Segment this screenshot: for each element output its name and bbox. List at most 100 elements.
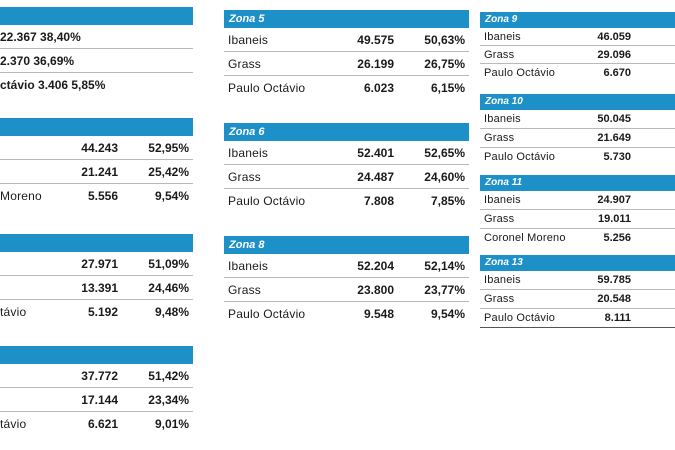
table-row: Ibaneis 49.575 50,63% xyxy=(224,28,469,52)
table-row: Paulo Octávio 9.548 9,54% xyxy=(224,302,469,325)
zone-title: Zona 9 xyxy=(480,12,675,28)
candidate-name: Paulo Octávio xyxy=(228,80,306,95)
vote-percent: 26,75% xyxy=(424,56,465,71)
zone-9: Zona 9 Ibaneis 46.059 Grass 29.096 Paulo… xyxy=(480,12,675,81)
zone-header xyxy=(0,346,193,364)
zone-8: Zona 8 Ibaneis 52.204 52,14% Grass 23.80… xyxy=(224,236,469,325)
candidate-name: Paulo Octávio xyxy=(484,151,556,163)
vote-count: 27.971 xyxy=(81,256,118,271)
candidate-name: Grass xyxy=(484,132,515,144)
vote-percent: 23,34% xyxy=(148,392,189,407)
candidate-name: távio xyxy=(0,416,27,431)
vote-count: 21.649 xyxy=(597,132,631,144)
vote-count: 37.772 xyxy=(81,368,118,383)
vote-percent: 9,01% xyxy=(154,416,189,431)
vote-count: 19.011 xyxy=(597,213,631,225)
vote-percent: 51,09% xyxy=(148,256,189,271)
vote-count: 7.808 xyxy=(363,193,394,208)
row-text: ctávio 3.406 5,85% xyxy=(0,77,106,92)
table-row: Ibaneis 59.785 xyxy=(480,271,675,290)
table-row: 21.241 25,42% xyxy=(0,160,193,184)
candidate-name: Paulo Octávio xyxy=(484,312,556,324)
vote-percent: 9,48% xyxy=(154,304,189,319)
table-row: Ibaneis 46.059 xyxy=(480,28,675,46)
table-row: Grass 20.548 xyxy=(480,290,675,309)
vote-count: 8.111 xyxy=(604,312,631,324)
vote-count: 5.256 xyxy=(603,232,631,244)
zone-header xyxy=(0,118,193,136)
table-row: Grass 26.199 26,75% xyxy=(224,52,469,76)
row-text: 2.370 36,69% xyxy=(0,53,75,68)
vote-count: 6.621 xyxy=(87,416,118,431)
vote-count: 21.241 xyxy=(81,164,118,179)
zone-left-3: 27.971 51,09% 13.391 24,46% távio 5.192 … xyxy=(0,234,193,323)
table-row: ctávio 3.406 5,85% xyxy=(0,73,193,96)
table-row: Grass 21.649 xyxy=(480,129,675,148)
zone-left-4: 37.772 51,42% 17.144 23,34% távio 6.621 … xyxy=(0,346,193,435)
table-row: Paulo Octávio 5.730 xyxy=(480,148,675,166)
table-row: Grass 24.487 24,60% xyxy=(224,165,469,189)
vote-percent: 25,42% xyxy=(148,164,189,179)
candidate-name: Ibaneis xyxy=(228,258,269,273)
vote-count: 13.391 xyxy=(81,280,118,295)
table-row: Grass 23.800 23,77% xyxy=(224,278,469,302)
table-row: Ibaneis 50.045 xyxy=(480,110,675,129)
vote-count: 50.045 xyxy=(597,113,631,125)
vote-count: 17.144 xyxy=(81,392,118,407)
table-row: 17.144 23,34% xyxy=(0,388,193,412)
table-row: 44.243 52,95% xyxy=(0,136,193,160)
zone-title: Zona 6 xyxy=(224,123,469,141)
candidate-name: Grass xyxy=(228,56,262,71)
candidate-name: Ibaneis xyxy=(484,194,521,206)
table-row: 2.370 36,69% xyxy=(0,49,193,73)
zone-title: Zona 13 xyxy=(480,255,675,271)
table-row: Paulo Octávio 6.023 6,15% xyxy=(224,76,469,99)
vote-percent: 52,65% xyxy=(424,145,465,160)
vote-count: 5.556 xyxy=(87,188,118,203)
vote-count: 9.548 xyxy=(363,306,394,321)
vote-count: 6.670 xyxy=(603,66,631,79)
table-row: Paulo Octávio 6.670 xyxy=(480,64,675,81)
candidate-name: távio xyxy=(0,304,27,319)
candidate-name: Coronel Moreno xyxy=(484,232,566,244)
candidate-name: Grass xyxy=(484,213,515,225)
table-row: távio 5.192 9,48% xyxy=(0,300,193,323)
table-row: Paulo Octávio 8.111 xyxy=(480,309,675,328)
vote-count: 49.575 xyxy=(357,32,394,47)
table-row: Coronel Moreno 5.256 xyxy=(480,229,675,247)
candidate-name: Grass xyxy=(228,169,262,184)
row-text: 22.367 38,40% xyxy=(0,29,81,44)
vote-percent: 24,60% xyxy=(424,169,465,184)
table-row: távio 6.621 9,01% xyxy=(0,412,193,435)
vote-count: 44.243 xyxy=(81,140,118,155)
vote-percent: 9,54% xyxy=(154,188,189,203)
table-row: 27.971 51,09% xyxy=(0,252,193,276)
vote-count: 26.199 xyxy=(357,56,394,71)
candidate-name: Moreno xyxy=(0,188,42,203)
candidate-name: Paulo Octávio xyxy=(484,66,556,79)
zone-5: Zona 5 Ibaneis 49.575 50,63% Grass 26.19… xyxy=(224,10,469,99)
table-row: Moreno 5.556 9,54% xyxy=(0,184,193,207)
vote-percent: 7,85% xyxy=(430,193,465,208)
candidate-name: Ibaneis xyxy=(228,32,269,47)
vote-percent: 52,95% xyxy=(148,140,189,155)
vote-count: 24.487 xyxy=(357,169,394,184)
vote-count: 59.785 xyxy=(597,274,631,286)
candidate-name: Ibaneis xyxy=(484,113,521,125)
vote-percent: 51,42% xyxy=(148,368,189,383)
zone-11: Zona 11 Ibaneis 24.907 Grass 19.011 Coro… xyxy=(480,175,675,247)
vote-count: 46.059 xyxy=(597,30,631,43)
table-row: Ibaneis 24.907 xyxy=(480,191,675,210)
table-row: Grass 19.011 xyxy=(480,210,675,229)
vote-percent: 9,54% xyxy=(430,306,465,321)
vote-percent: 52,14% xyxy=(424,258,465,273)
vote-count: 23.800 xyxy=(357,282,394,297)
zone-title: Zona 8 xyxy=(224,236,469,254)
zone-6: Zona 6 Ibaneis 52.401 52,65% Grass 24.48… xyxy=(224,123,469,212)
vote-count: 24.907 xyxy=(597,194,631,206)
vote-percent: 24,46% xyxy=(148,280,189,295)
zone-header xyxy=(0,7,193,25)
candidate-name: Ibaneis xyxy=(228,145,269,160)
vote-count: 52.204 xyxy=(357,258,394,273)
zone-header xyxy=(0,234,193,252)
